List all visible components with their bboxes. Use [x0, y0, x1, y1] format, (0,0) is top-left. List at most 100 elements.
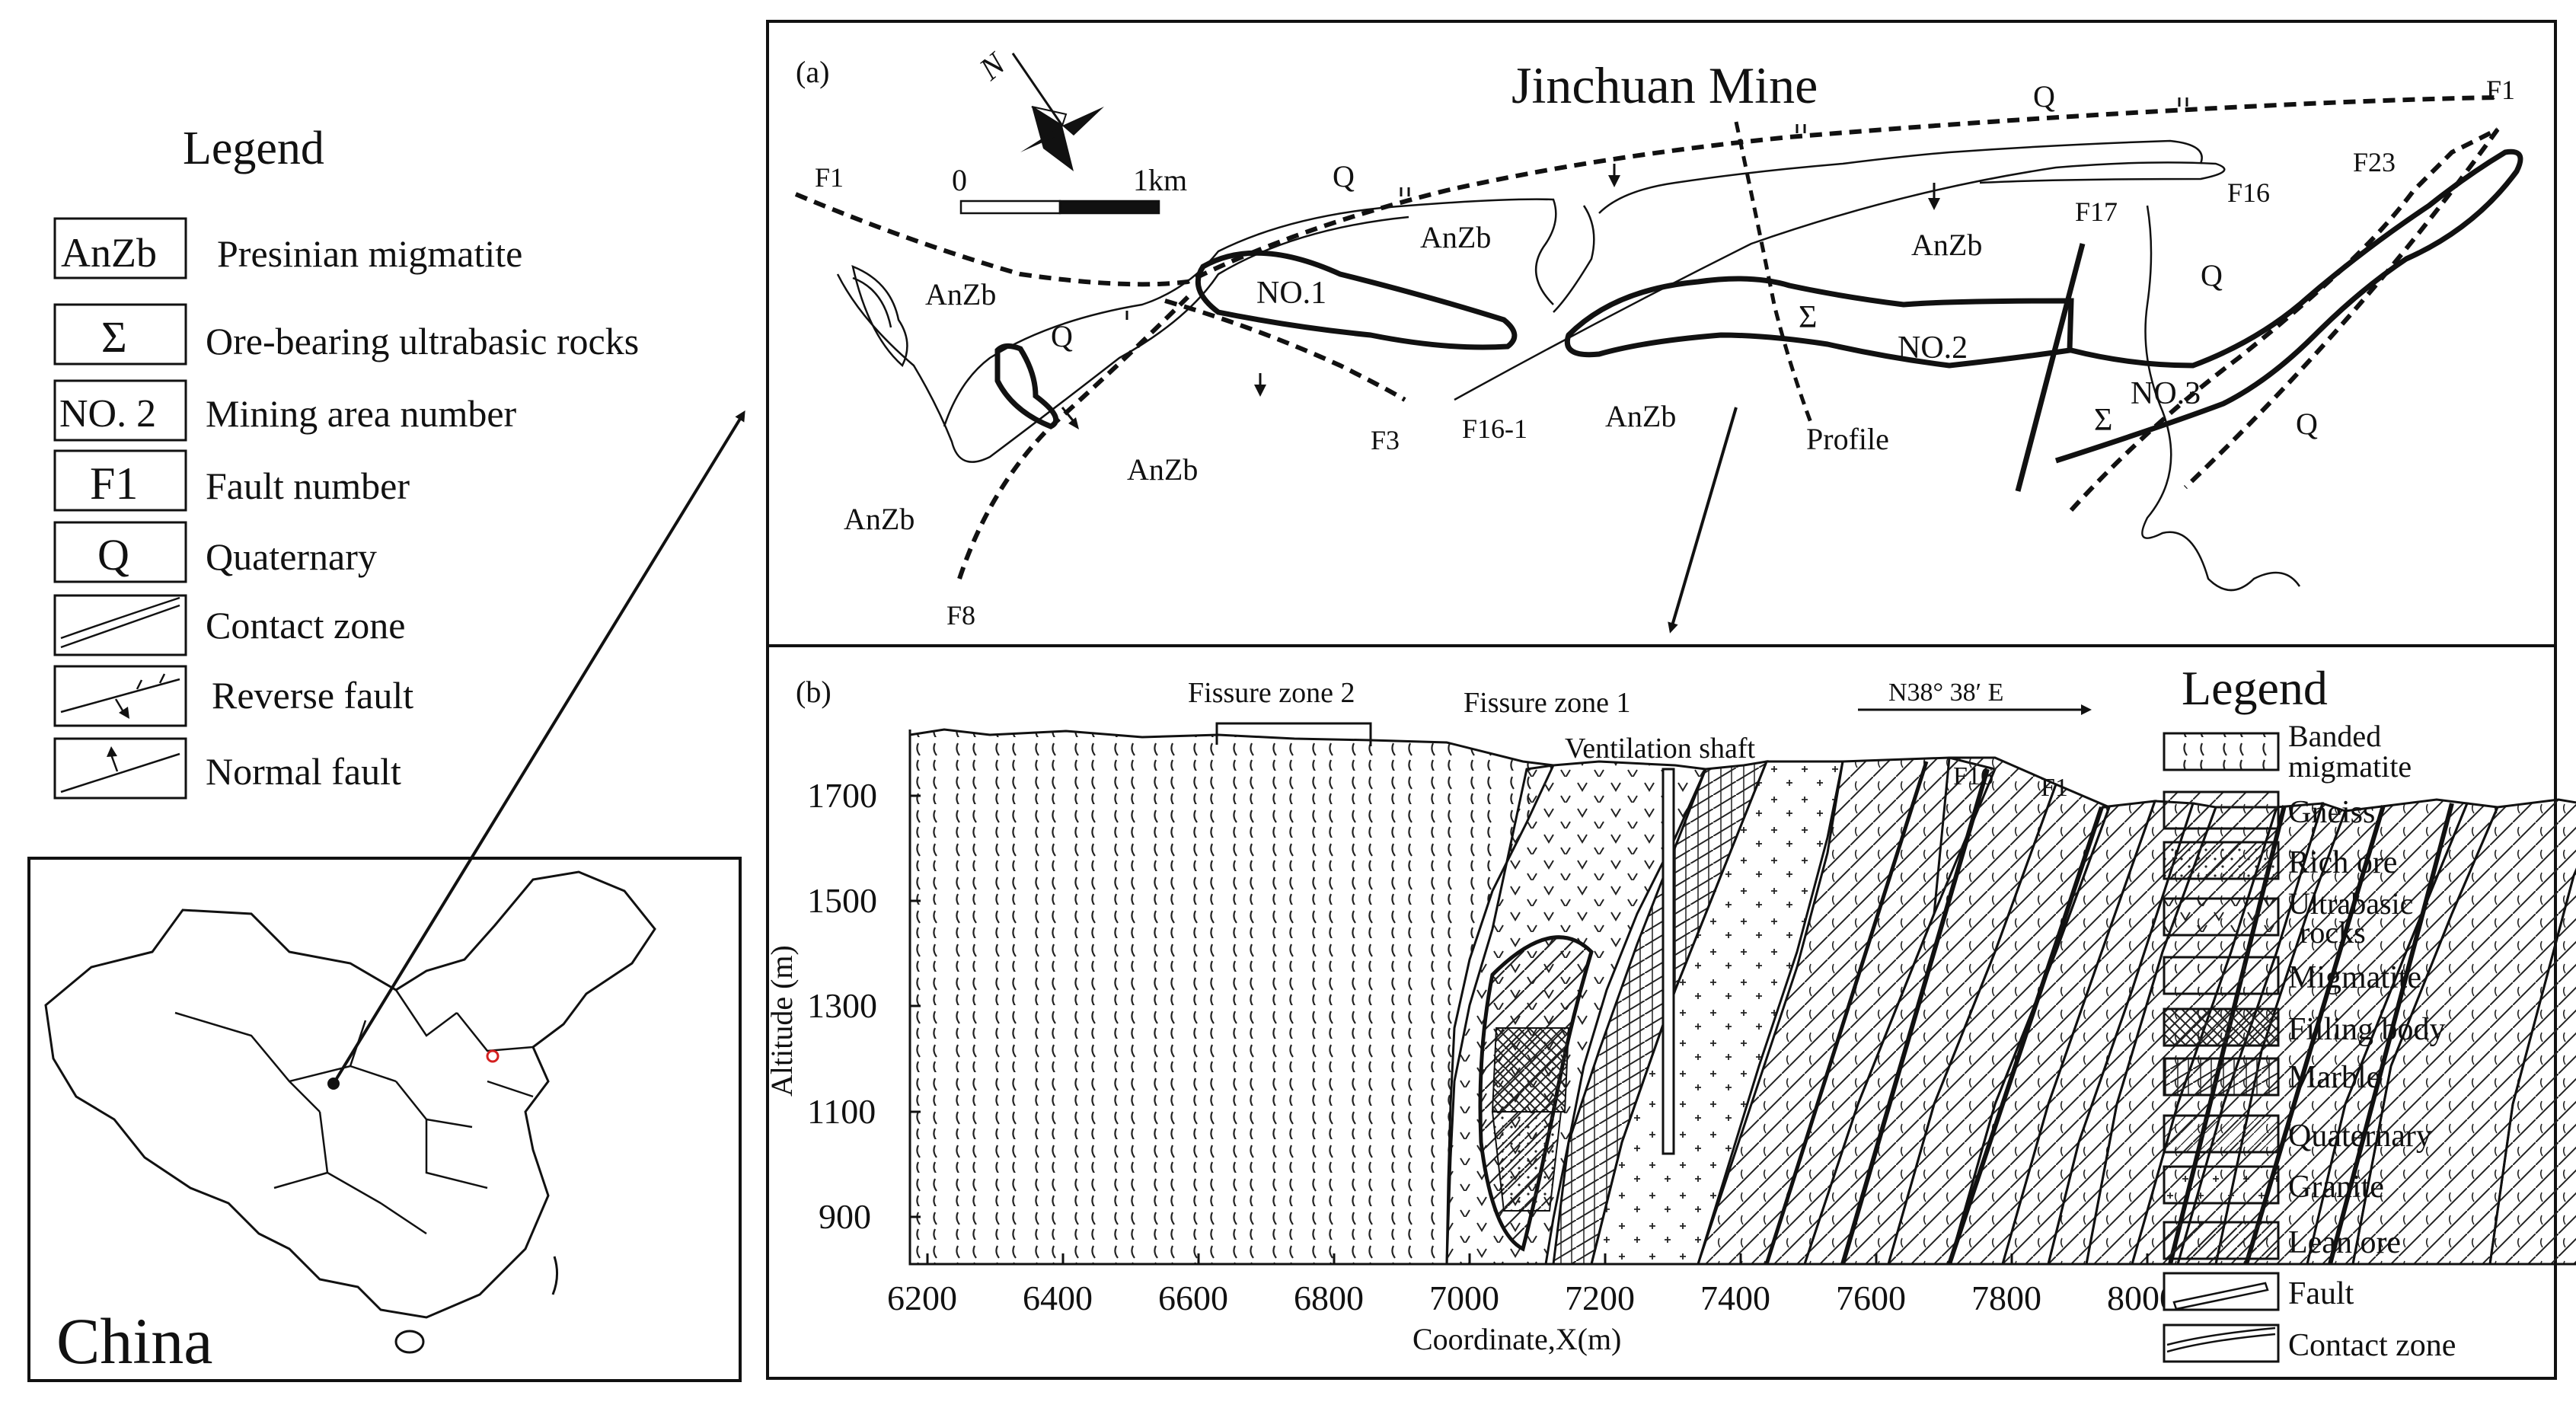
map-label-anzb-center: AnZb — [1911, 228, 1982, 262]
scale-end-label: 1km — [1133, 163, 1187, 197]
fissure-zone-2-label: Fissure zone 2 — [1188, 677, 1355, 709]
x-ticks — [926, 1253, 2149, 1264]
section-fault-f16 — [1947, 806, 2104, 1265]
left-legend: Legend AnZb Presinian migmatite Σ Ore-be… — [53, 123, 639, 800]
legend-swatch-quaternary — [53, 521, 187, 583]
legend-label-reverse-fault: Reverse fault — [212, 674, 413, 717]
reverse-fault-line-icon — [60, 673, 180, 714]
swatch-rich-ore — [2163, 841, 2280, 880]
fault-f23-label: F23 — [2353, 147, 2396, 177]
scale-start-label: 0 — [952, 163, 967, 197]
section-contact-line — [1764, 761, 1929, 1265]
x-tick-6800: 6800 — [1294, 1279, 1364, 1317]
x-axis-label: Coordinate,X(m) — [1412, 1322, 1621, 1356]
swatch-filling-body — [2163, 1007, 2280, 1047]
fault-f3-line — [1164, 299, 1406, 402]
right-legend-title: Legend — [2182, 661, 2328, 715]
geologic-map-a: (a) Jinchuan Mine N 0 1km — [794, 46, 2523, 631]
legend-quaternary: Quaternary — [2288, 1119, 2432, 1154]
legend-label-fault-number: Fault number — [206, 465, 410, 507]
x-tick-6200: 6200 — [887, 1279, 957, 1317]
swatch-gneiss — [2163, 790, 2280, 830]
small-ore-body — [994, 343, 1059, 429]
legend-swatch-contact-zone — [53, 594, 187, 656]
contact-zone-symbol-icon — [2166, 1327, 2276, 1353]
map-label-q-southwest: Q — [1051, 319, 1073, 353]
x-tick-7400: 7400 — [1700, 1279, 1770, 1317]
mining-area-no2-label: NO.2 — [1898, 330, 1968, 366]
boundary-east — [2141, 205, 2301, 592]
sigma-label-2: Σ — [2094, 403, 2112, 438]
ventilation-shaft-label: Ventilation shaft — [1565, 733, 1756, 765]
china-outline — [44, 870, 656, 1319]
fissure-zone-2-bracket — [1215, 722, 1372, 746]
map-label-q-west: Q — [1333, 159, 1355, 193]
map-label-q-east: Q — [2201, 258, 2223, 292]
map-label-anzb-southwest: AnZb — [1127, 452, 1198, 487]
map-label-anzb-north: AnZb — [1420, 220, 1491, 254]
fault-f1-label-west: F1 — [815, 162, 844, 193]
y-axis-label: Altitude (m) — [765, 945, 799, 1097]
anzb-lens-outline — [851, 264, 908, 368]
legend-fault: Fault — [2288, 1276, 2354, 1311]
fault-f3-label: F3 — [1371, 425, 1400, 455]
ore-body-no3 — [2054, 148, 2523, 464]
legend-swatch-fault-number — [53, 449, 187, 512]
y-tick-900: 900 — [819, 1197, 871, 1236]
swatch-quaternary — [2163, 1114, 2280, 1154]
filling-body — [1491, 1027, 1570, 1113]
swatch-ultrabasic — [2163, 897, 2280, 937]
mining-area-no3-label: NO.3 — [2131, 376, 2201, 411]
fault-f1-line — [794, 95, 2498, 287]
section-axes — [908, 730, 2576, 1266]
swatch-contact-zone — [2163, 1323, 2280, 1363]
rich-ore-body — [1491, 1111, 1563, 1212]
main-figure-frame — [766, 20, 2557, 1380]
legend-label-contact-zone: Contact zone — [206, 604, 405, 647]
section-fault-line-1 — [1840, 768, 1990, 1265]
legend-label-quaternary: Quaternary — [206, 535, 377, 578]
china-label: China — [56, 1304, 212, 1378]
legend-contact-zone: Contact zone — [2288, 1328, 2456, 1363]
fault-f23-line — [2069, 127, 2500, 512]
swatch-marble — [2163, 1057, 2280, 1097]
x-tick-6400: 6400 — [1023, 1279, 1093, 1317]
legend-symbol-anzb: AnZb — [61, 230, 157, 276]
legend-lean-ore: Lean ore — [2288, 1225, 2401, 1260]
legend-swatch-presinian — [53, 217, 187, 279]
legend-symbol-q: Q — [97, 530, 129, 579]
contact-zone-line-a4 — [1598, 139, 2203, 214]
profile-pointer-arrow — [1668, 407, 1738, 634]
map-label-q-north: Q — [2033, 79, 2055, 113]
right-legend: Legend Banded migmatite Gneiss Rich ore … — [2163, 661, 2456, 1363]
map-label-q-southeast: Q — [2296, 407, 2318, 441]
legend-banded-line1: Banded — [2288, 719, 2381, 753]
y-tick-1700: 1700 — [807, 776, 877, 815]
y-tick-1300: 1300 — [807, 986, 877, 1025]
normal-fault-arrow-icon — [107, 746, 117, 757]
section-f16-label: F16 — [1953, 762, 1993, 790]
taiwan-island — [551, 1256, 558, 1295]
x-tick-7000: 7000 — [1429, 1279, 1499, 1317]
normal-fault-line-icon — [60, 752, 180, 793]
y-tick-1500: 1500 — [807, 881, 877, 920]
legend-rich-ore: Rich ore — [2288, 845, 2397, 880]
legend-banded-line2: migmatite — [2288, 749, 2412, 784]
left-legend-title: Legend — [183, 123, 324, 174]
fault-symbol-icon — [2172, 1282, 2269, 1311]
legend-swatch-mining-area — [53, 379, 187, 442]
legend-ultrabasic-line1: Ultrabasic — [2288, 886, 2413, 921]
fault-f17-line — [2015, 243, 2086, 492]
fissure-zone-1-label: Fissure zone 1 — [1464, 687, 1631, 719]
ore-body-no1 — [1195, 250, 1518, 350]
china-inset-frame — [27, 857, 742, 1382]
ore-body-no2 — [1565, 276, 2074, 369]
fault-f16-1-label: F16-1 — [1462, 413, 1527, 444]
china-inset: China — [27, 857, 742, 1382]
x-tick-7800: 7800 — [1971, 1279, 2041, 1317]
legend-filling-body: Filling body — [2288, 1012, 2446, 1047]
ventilation-shaft — [1661, 768, 1675, 1155]
map-title: Jinchuan Mine — [1511, 56, 1818, 114]
fault-f16-label: F16 — [2227, 177, 2270, 208]
legend-label-normal-fault: Normal fault — [206, 750, 401, 793]
